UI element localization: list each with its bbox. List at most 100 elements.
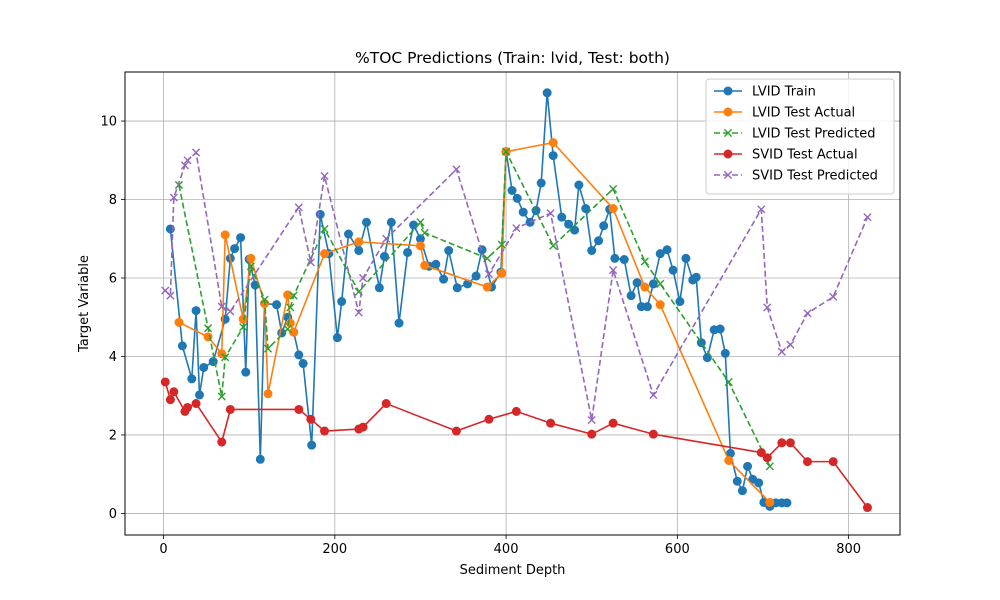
data-point (829, 292, 838, 301)
data-point (169, 387, 179, 397)
y-tick-label: 6 (109, 271, 117, 286)
data-point (160, 377, 170, 387)
data-point (294, 404, 304, 414)
data-point (557, 212, 567, 222)
data-point (763, 303, 772, 312)
data-point (610, 253, 620, 263)
data-point (655, 249, 665, 259)
data-point (382, 234, 391, 243)
data-point (587, 246, 597, 256)
data-point (238, 314, 248, 324)
data-point (452, 283, 462, 293)
data-point (570, 225, 580, 235)
data-point (260, 295, 269, 304)
data-point (608, 204, 618, 214)
data-point (358, 273, 368, 283)
chart-title: %TOC Predictions (Train: lvid, Test: bot… (355, 49, 670, 67)
legend-box (705, 78, 895, 195)
y-tick-label: 8 (109, 193, 117, 208)
data-point (230, 244, 240, 254)
legend-marker (723, 86, 733, 96)
data-point (358, 422, 368, 432)
data-point (546, 418, 556, 428)
data-point (525, 217, 535, 227)
data-point (786, 340, 795, 349)
data-point (169, 193, 178, 202)
data-point (649, 390, 658, 400)
data-point (549, 241, 558, 250)
series-line-lvid-test-actual (178, 141, 771, 503)
data-point (283, 290, 293, 300)
data-point (294, 203, 303, 212)
data-point (320, 224, 329, 234)
data-point (320, 426, 330, 436)
data-point (619, 255, 629, 265)
data-point (174, 317, 184, 327)
data-point (536, 178, 546, 188)
y-axis-title: Target Variable (77, 255, 92, 353)
data-point (724, 455, 734, 465)
data-point (354, 237, 364, 247)
plot-series (160, 88, 872, 513)
x-tick-label: 400 (494, 542, 519, 557)
data-point (332, 333, 342, 343)
data-point (166, 291, 175, 300)
data-point (183, 156, 192, 165)
data-point (512, 193, 522, 203)
data-point (306, 258, 315, 267)
data-point (681, 253, 691, 263)
data-point (574, 180, 584, 190)
data-point (737, 486, 747, 496)
data-point (587, 429, 597, 439)
data-point (483, 254, 492, 263)
data-point (656, 279, 665, 288)
data-point (217, 392, 226, 401)
data-point (239, 322, 248, 332)
legend-marker (723, 149, 733, 159)
data-point (581, 204, 591, 214)
legend-marker (723, 170, 733, 180)
data-point (451, 426, 461, 436)
legend-item-lvid-train: LVID Train (714, 85, 816, 100)
data-point (420, 260, 430, 270)
data-point (381, 399, 391, 409)
data-point (444, 246, 454, 256)
data-point (289, 291, 298, 300)
data-point (286, 303, 295, 312)
data-point (180, 161, 190, 170)
data-point (691, 272, 701, 282)
data-point (439, 274, 449, 284)
data-point (594, 236, 604, 246)
data-point (320, 249, 330, 259)
legend-item-lvid-test-actual: LVID Test Actual (714, 106, 855, 121)
data-point (354, 246, 364, 256)
data-point (217, 437, 227, 447)
x-tick-label: 800 (836, 542, 861, 557)
data-point (626, 291, 636, 301)
series-svid-test-actual (160, 377, 872, 513)
data-point (754, 478, 764, 488)
data-point (655, 300, 665, 310)
legend-label: LVID Test Actual (752, 106, 855, 121)
data-point (546, 209, 555, 218)
data-point (668, 265, 678, 275)
legend-item-svid-test-predicted: SVID Test Predicted (714, 169, 878, 184)
x-tick-label: 0 (159, 542, 167, 557)
data-point (225, 404, 235, 414)
data-point (803, 457, 813, 467)
data-point (420, 228, 429, 237)
data-point (236, 233, 246, 243)
data-point (354, 308, 363, 317)
data-point (187, 374, 197, 384)
legend-label: SVID Test Predicted (752, 169, 878, 184)
x-axis-title: Sediment Depth (460, 563, 566, 578)
data-point (344, 229, 354, 239)
legend-label: LVID Train (752, 85, 816, 100)
data-point (828, 457, 838, 467)
series-line-svid-test-actual (164, 381, 869, 509)
legend: LVID Train LVID Test Actual LVID Test Pred… (705, 78, 895, 195)
plot-frame (124, 71, 901, 536)
legend-item-lvid-test-predicted: LVID Test Predicted (714, 127, 875, 142)
data-point (511, 406, 521, 416)
data-point (226, 307, 235, 316)
